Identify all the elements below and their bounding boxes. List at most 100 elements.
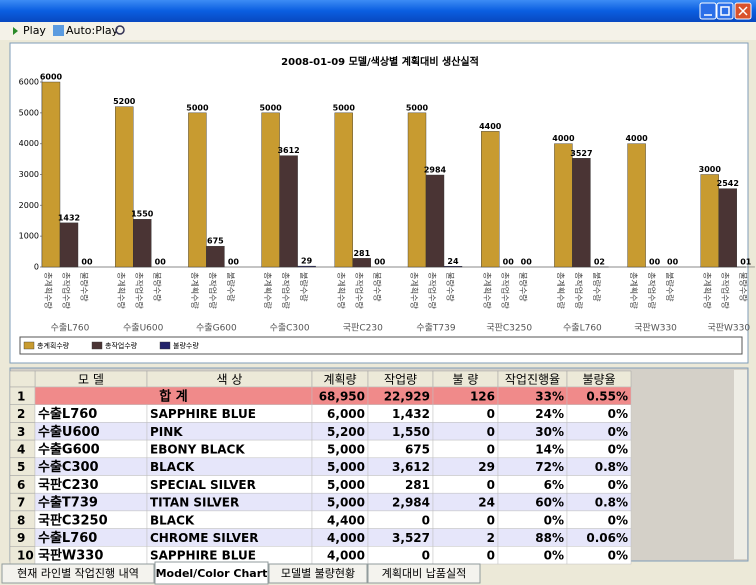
row-number: 8 [17,513,25,527]
bar [443,266,463,268]
cell-text: 0 [487,478,495,492]
cell-text: 5,000 [327,496,365,510]
legend-label: 총작업수량 [105,341,138,350]
x-category-label: 국판W330 [707,323,750,334]
x-category-label: 국판W330 [634,323,677,334]
cell-text: 0 [487,407,495,421]
data-label: 5000 [333,103,356,112]
data-label: 5200 [113,97,136,106]
tab[interactable] [367,563,481,584]
bar-series-label: 총작업수량 [135,272,145,309]
bar-series-label: 총계획수량 [336,272,346,309]
cell-text: 3,612 [392,460,430,474]
cell-text: SAPPHIRE BLUE [150,407,256,421]
bar [572,158,591,268]
play-button[interactable]: Play [23,24,46,37]
bar [700,174,719,268]
bar-series-label: 불량수량 [226,272,236,302]
column-header: 작업진행율 [505,372,560,387]
cell-text: BLACK [150,513,195,527]
data-label: 00 [521,258,533,267]
row-number: 6 [17,478,25,492]
cell-text: 0 [422,549,430,563]
cell-text: SPECIAL SILVER [150,478,256,492]
cell-text: 국판C230 [38,477,99,493]
tab[interactable] [154,561,269,585]
cell-text: 24% [535,407,564,421]
cell-text: 2,984 [392,496,430,510]
cell-text: 0% [608,549,628,563]
column-header: 색 상 [217,373,243,387]
cell-text: 국판C3250 [38,512,108,528]
bar-series-label: 총작업수량 [501,272,511,309]
row-number: 9 [17,531,25,545]
bar-series-label: 총계획수량 [190,272,200,309]
column-header: 불량율 [582,373,615,387]
bar-series-label: 총작업수량 [281,272,291,309]
y-tick-label: 6000 [19,78,39,87]
title-bar [0,0,756,22]
chart-title: 2008-01-09 모델/색상별 계획대비 생산실적 [281,55,479,68]
cell-text: 수출U600 [38,424,100,440]
cell-text: SAPPHIRE BLUE [150,549,256,563]
row-number: 3 [17,425,25,439]
bar [352,258,371,268]
cell-text: 0% [608,513,628,527]
y-tick-label: 3000 [19,170,39,179]
bar [627,143,646,268]
bar-series-label: 총작업수량 [62,272,72,309]
y-tick-label: 0 [34,263,39,272]
column-header: 계획량 [323,373,356,387]
cell-text: 수출C300 [38,459,99,475]
tab[interactable] [1,563,155,584]
cell-text: 0% [608,425,628,439]
data-label: 4000 [625,134,648,143]
bar-series-label: 불량수량 [153,272,163,302]
cell-text: 5,000 [327,478,365,492]
cell-text: 0.06% [586,531,628,545]
cell-text: 30% [535,425,564,439]
row-number: 7 [17,496,25,510]
tab[interactable] [268,563,368,584]
tab-label[interactable]: 현재 라인별 작업진행 내역 [17,567,139,580]
bar [425,174,445,268]
search-button[interactable] [115,25,125,35]
data-label: 00 [503,258,515,267]
x-category-label: 국판C3250 [486,323,532,334]
column-header: 작업량 [384,373,417,387]
tab-label[interactable]: Model/Color Chart [156,567,268,580]
data-label: 3000 [699,165,722,174]
bar [279,155,298,268]
cell-text: 72% [535,460,564,474]
cell-text: 24 [478,496,495,510]
cell-text: 0 [487,442,495,456]
bar-series-label: 불량수량 [80,272,90,302]
data-label: 675 [207,237,224,246]
cell-text: 수출G600 [38,441,100,457]
cell-text: 68,950 [319,389,365,403]
cell-text: 합 계 [159,388,187,404]
data-label: 24 [447,257,459,266]
bar-series-label: 총작업수량 [428,272,438,309]
row-number: 5 [17,460,25,474]
bar [206,245,225,268]
bar-series-label: 총계획수량 [702,272,712,309]
cell-text: BLACK [150,460,195,474]
x-category-label: 수출U600 [123,323,164,334]
bar-series-label: 불량수량 [519,272,529,302]
tab-label[interactable]: 계획대비 납품실적 [382,567,466,580]
x-category-label: 국판C230 [343,323,383,334]
legend-label: 총계획수량 [37,341,70,350]
minimize-button[interactable] [699,2,717,20]
legend-swatch [91,341,103,350]
data-label: 1432 [58,213,80,222]
x-category-label: 수출C300 [270,323,310,334]
auto-play-button[interactable]: Auto:Play [66,24,119,37]
row-number: 10 [17,549,34,563]
maximize-button[interactable] [716,2,734,20]
bar [554,143,573,268]
scrollbar[interactable] [734,370,747,559]
bar-series-label: 총작업수량 [354,272,364,309]
tab-label[interactable]: 모델별 불량현황 [281,567,355,580]
cell-text: 0% [544,513,564,527]
